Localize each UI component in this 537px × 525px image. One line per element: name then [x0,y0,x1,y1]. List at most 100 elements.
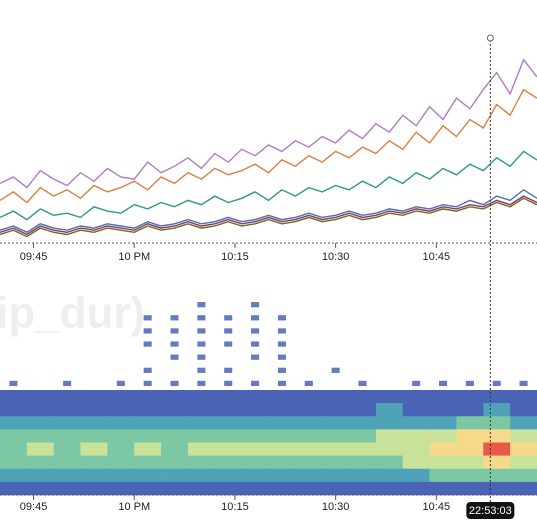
heatmap-cell [134,429,162,443]
heatmap-cell [322,468,350,483]
heatmap-cell [349,416,377,430]
heatmap-cell [251,380,260,387]
series-line [0,150,537,221]
heatmap-cell [268,403,296,417]
heatmap-cell [214,416,242,430]
heatmap-cell [26,403,54,417]
heatmap-cell [107,390,135,404]
heatmap-cell [429,468,457,483]
heatmap-cell [241,442,269,456]
heatmap-cell [375,442,404,456]
heatmap-cell [322,429,350,443]
heatmap-cell [268,481,296,496]
heatmap-cell [80,468,108,483]
heatmap-cell [402,481,430,496]
heatmap-cell [53,455,81,470]
heatmap-cell [456,390,484,404]
heatmap-cell [429,429,457,443]
heatmap-cell [80,403,108,417]
heatmap-cell [80,390,108,404]
heatmap-cell [170,380,179,387]
heatmap-cell [197,315,206,321]
heatmap-cell [295,416,323,430]
heatmap-cell [402,455,430,470]
heatmap-cell [349,481,377,496]
heatmap-cell [134,468,162,483]
heatmap-cell [26,429,54,443]
heatmap-cell [438,380,448,387]
heatmap-cell [134,481,162,496]
heatmap-cell [412,380,421,387]
heatmap-cell [510,468,537,483]
heatmap-cell [429,442,457,456]
heatmap-cell [107,429,135,443]
heatmap-cell [53,416,81,430]
heatmap-cell [187,403,216,417]
heatmap-cell [456,455,484,470]
heatmap-cell [214,442,242,456]
heatmap-cell [224,315,233,321]
series-line [0,88,537,204]
heatmap-cell [53,442,81,456]
heatmap-cell [402,442,430,456]
heatmap-cell [143,380,152,387]
x-tick-label: 10:15 [221,251,249,263]
heatmap-cell [402,403,430,417]
heatmap-cell [268,442,296,456]
heatmap-cell [107,403,135,417]
heatmap-cell [268,416,296,430]
heatmap-cell [80,481,108,496]
heatmap-cell [0,403,28,417]
heatmap-cell [402,429,430,443]
x-tick-label: 09:45 [20,501,48,513]
heatmap-cell [224,380,233,387]
heatmap-cell [483,468,511,483]
heatmap-cell [402,468,430,483]
x-tick-label: 10:45 [423,251,451,263]
series-line [0,188,537,234]
heatmap-cell [143,367,152,373]
heatmap-cell [241,468,269,483]
heatmap-cell [375,481,404,496]
heatmap-cell [483,481,511,496]
heatmap-cell [295,468,323,483]
heatmap-cell [197,341,206,347]
heatmap-cell [375,416,404,430]
heatmap-cell [277,380,286,387]
heatmap-cell [465,380,474,387]
heatmap-cell [26,390,54,404]
heatmap-cell [9,380,18,387]
heatmap-cell [0,481,28,496]
heatmap-cell [26,468,54,483]
heatmap-cell [53,403,81,417]
series-line [0,195,537,236]
heatmap-cell [251,341,260,347]
cursor-badge [466,502,515,519]
heatmap-cell [187,455,216,470]
heatmap-cell [331,367,340,373]
heatmap-cell [322,403,350,417]
heatmap-cell [510,403,537,417]
x-tick-label: 10 PM [118,251,150,263]
heatmap-cell [224,328,233,334]
heatmap-cell [143,341,152,347]
heatmap-cell [0,390,28,404]
x-tick-label: 09:45 [20,251,48,263]
heatmap-cell [510,429,537,443]
heatmap-cell [510,390,537,404]
heatmap-cell [429,455,457,470]
heatmap-cell [322,390,350,404]
heatmap-cell [187,416,216,430]
heatmap-cell [134,442,162,456]
cursor-handle [486,34,494,42]
heatmap-cell [268,429,296,443]
heatmap-cell [197,380,206,387]
heatmap-cell [295,481,323,496]
heatmap-cell [197,328,206,334]
heatmap-cell [268,468,296,483]
heatmap-cell [277,354,286,360]
heatmap-cell [456,416,484,430]
heatmap-cell [134,403,162,417]
heatmap-cell [170,315,179,321]
heatmap-cell [26,442,54,456]
